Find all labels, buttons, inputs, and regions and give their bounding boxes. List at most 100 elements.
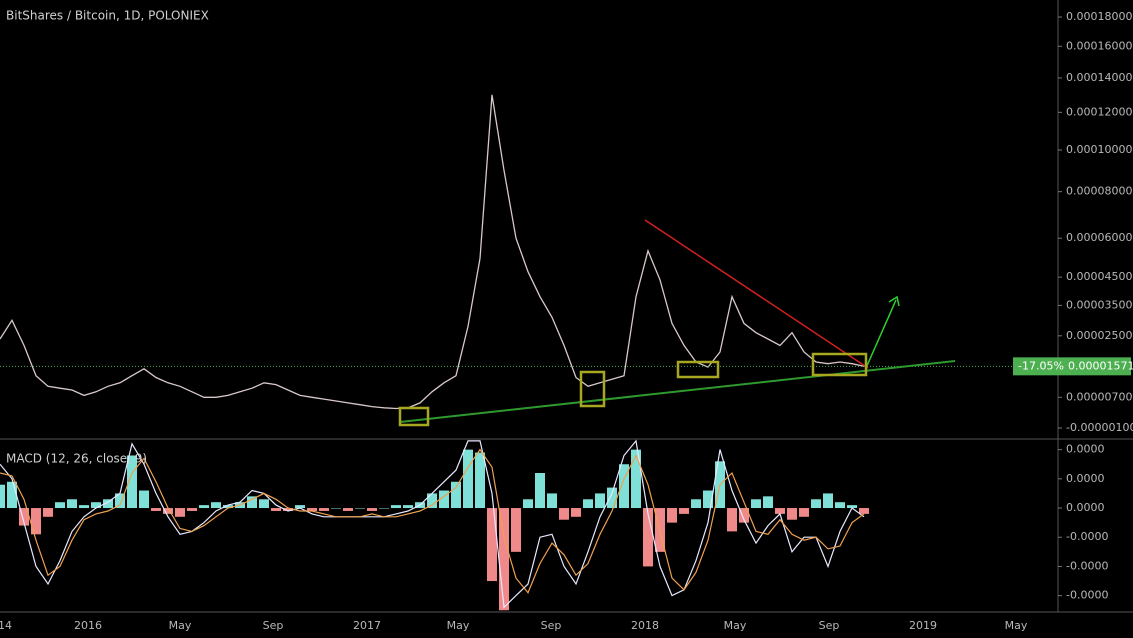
highlight-box — [398, 406, 430, 427]
change-label: -17.05% — [1018, 359, 1064, 372]
x-tick-label: May — [169, 619, 192, 632]
indicator-line — [0, 439, 865, 609]
histogram-bar — [307, 508, 317, 511]
histogram-bar — [271, 508, 281, 511]
histogram-bar — [547, 493, 557, 509]
last-price-label: 0.00001571 — [1068, 359, 1133, 372]
histogram-bar — [595, 493, 605, 509]
histogram-bar — [43, 508, 53, 517]
histogram-bar — [355, 508, 365, 509]
y-tick-label: 0.00016000 — [1066, 39, 1132, 52]
x-tick-label: 2017 — [353, 619, 381, 632]
histogram-bar — [847, 505, 857, 509]
histogram-bar — [451, 481, 461, 509]
y-tick-label: -0.00000100 — [1066, 421, 1133, 434]
histogram-bar — [127, 455, 137, 509]
histogram-bar — [607, 487, 617, 509]
histogram-bar — [259, 499, 269, 509]
histogram-bar — [751, 499, 761, 509]
y-tick-label: -0.0000 — [1066, 530, 1108, 543]
histogram-bar — [175, 508, 185, 517]
highlight-box — [811, 352, 868, 377]
histogram-bar — [523, 499, 533, 509]
histogram-bar — [0, 484, 5, 509]
histogram-bar — [559, 508, 569, 520]
highlight-box — [579, 370, 606, 408]
y-tick-label: 0.00004500 — [1066, 270, 1132, 283]
y-tick-label: 0.00000700 — [1066, 390, 1132, 403]
histogram-bar — [511, 508, 521, 552]
support-trendline — [399, 360, 956, 423]
histogram-bar — [667, 508, 677, 523]
x-tick-label: 2016 — [74, 619, 102, 632]
histogram-bar — [727, 508, 737, 532]
arrow-head — [888, 295, 900, 307]
histogram-bar — [535, 472, 545, 509]
histogram-bar — [55, 502, 65, 509]
x-tick-label: May — [447, 619, 470, 632]
histogram-bar — [679, 508, 689, 514]
histogram-bar — [31, 508, 41, 535]
histogram-bar — [7, 481, 17, 509]
y-tick-label: 0.00003500 — [1066, 298, 1132, 311]
histogram-bar — [403, 505, 413, 509]
histogram-bar — [247, 496, 257, 509]
x-tick-label: Sep — [541, 619, 562, 632]
histogram-bar — [283, 508, 293, 511]
y-tick-label: 0.00002500 — [1066, 329, 1132, 342]
histogram-bar — [775, 508, 785, 514]
y-tick-label: 0.00014000 — [1066, 71, 1132, 84]
histogram-bar — [823, 493, 833, 509]
histogram-bar — [19, 508, 29, 526]
x-tick-label: May — [724, 619, 747, 632]
histogram-bar — [739, 508, 749, 523]
histogram-bar — [439, 490, 449, 509]
histogram-bar — [103, 499, 113, 509]
histogram-bar — [763, 496, 773, 509]
x-tick-label: 2018 — [631, 619, 659, 632]
resistance-trendline — [644, 219, 869, 369]
histogram-bar — [631, 449, 641, 509]
y-tick-label: 0.00012000 — [1066, 105, 1132, 118]
histogram-bar — [499, 508, 509, 611]
indicator-title: MACD (12, 26, close, 9) — [6, 452, 147, 466]
last-price-box — [1013, 357, 1131, 376]
histogram-bar — [391, 505, 401, 509]
histogram-bar — [163, 508, 173, 514]
x-tick-label: 14 — [0, 619, 12, 632]
histogram-bar — [79, 505, 89, 509]
drawings — [398, 219, 956, 427]
histogram-bar — [343, 508, 353, 511]
histogram-bar — [187, 508, 197, 511]
histogram-bar — [115, 493, 125, 509]
highlight-box — [676, 360, 720, 379]
y-tick-label: 0.00018000 — [1066, 10, 1132, 23]
y-tick-label: -0.0000 — [1066, 559, 1108, 572]
histogram-bar — [367, 508, 377, 511]
histogram-bar — [691, 499, 701, 509]
x-tick-label: 2019 — [909, 619, 937, 632]
x-tick-label: May — [1005, 619, 1028, 632]
histogram-bar — [583, 499, 593, 509]
histogram-bar — [379, 508, 389, 509]
histogram-bar — [91, 502, 101, 509]
y-tick-label: 0.00006000 — [1066, 231, 1132, 244]
histogram-bar — [139, 490, 149, 509]
chart-title: BitShares / Bitcoin, 1D, POLONIEX — [6, 9, 209, 23]
y-tick-label: 0.0000 — [1066, 501, 1105, 514]
histogram-bar — [859, 508, 869, 514]
price-line — [0, 94, 865, 410]
indicator-line — [0, 448, 865, 594]
histogram-bar — [463, 449, 473, 509]
histogram-bar — [199, 505, 209, 509]
histogram-bar — [787, 508, 797, 520]
histogram-bar — [835, 502, 845, 509]
histogram-bar — [799, 508, 809, 517]
breakout-arrow — [865, 299, 897, 369]
histogram-bar — [67, 499, 77, 509]
histogram-bar — [487, 508, 497, 582]
histogram-bar — [151, 508, 161, 511]
